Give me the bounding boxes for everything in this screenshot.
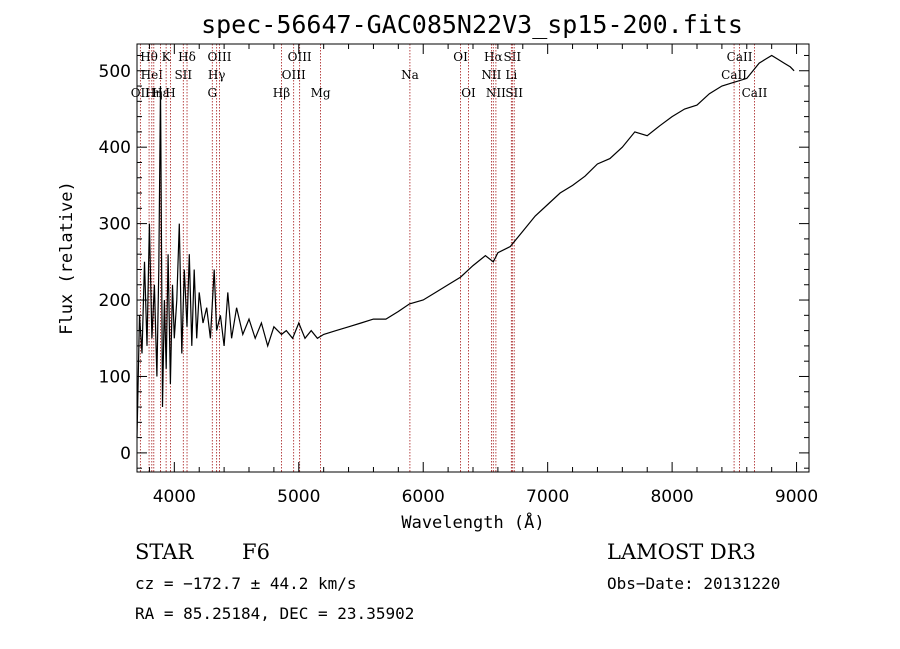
- object-class: STAR: [135, 540, 194, 564]
- line-marker-label-17: OI: [453, 50, 468, 64]
- object-subclass: F6: [242, 540, 270, 564]
- line-marker-label-22: SII: [503, 50, 521, 64]
- line-marker-label-0: Hθ: [140, 50, 158, 64]
- line-marker-label-14: Hβ: [273, 86, 290, 100]
- x-tick-label-3: 7000: [526, 487, 569, 507]
- y-tick-label-1: 100: [99, 367, 131, 387]
- x-axis-label: Wavelength (Å): [401, 511, 544, 533]
- line-marker-label-24: SII: [505, 86, 523, 100]
- line-marker-label-13: OIII: [282, 68, 306, 82]
- y-tick-label-0: 0: [120, 444, 131, 464]
- y-axis: 0 100 200 300 400 500: [99, 54, 809, 469]
- coordinates: RA = 85.25184, DEC = 23.35902: [135, 604, 415, 623]
- line-marker-label-1: OII: [131, 86, 151, 100]
- line-marker-label-15: Mg: [311, 86, 331, 100]
- spectrum-line: [136, 54, 795, 438]
- line-marker-label-10: Hγ: [208, 68, 226, 82]
- line-marker-label-9: OIII: [207, 50, 231, 64]
- line-marker-label-7: SII: [174, 68, 192, 82]
- x-tick-label-2: 6000: [402, 487, 445, 507]
- y-tick-label-4: 400: [99, 138, 131, 158]
- y-tick-label-3: 300: [99, 215, 131, 235]
- line-marker-label-23: Li: [505, 68, 517, 82]
- line-marker-label-3: Hη: [145, 86, 163, 100]
- line-marker-label-6: H: [165, 86, 175, 100]
- x-tick-label-1: 5000: [277, 487, 320, 507]
- y-tick-label-5: 500: [99, 62, 131, 82]
- line-marker-label-18: OI: [461, 86, 476, 100]
- line-marker-label-26: CaII: [721, 68, 747, 82]
- line-marker-label-25: CaII: [727, 50, 753, 64]
- line-marker-label-11: G: [207, 86, 217, 100]
- line-marker-label-2: HeI: [141, 68, 164, 82]
- line-marker-label-27: CaII: [742, 86, 768, 100]
- line-marker-label-12: OIII: [288, 50, 312, 64]
- survey-name: LAMOST DR3: [607, 540, 756, 564]
- line-marker-label-21: NII: [486, 86, 506, 100]
- y-tick-label-2: 200: [99, 291, 131, 311]
- x-tick-label-0: 4000: [153, 487, 196, 507]
- y-axis-label: Flux (relative): [57, 181, 77, 335]
- line-marker-label-20: NII: [481, 68, 501, 82]
- observation-date: Obs−Date: 20131220: [607, 574, 781, 593]
- line-marker-label-16: Na: [401, 68, 419, 82]
- chart-title: spec-56647-GAC085N22V3_sp15-200.fits: [201, 10, 743, 39]
- x-tick-label-5: 9000: [775, 487, 818, 507]
- x-tick-label-4: 8000: [650, 487, 693, 507]
- redshift-velocity: cz = −172.7 ± 44.2 km/s: [135, 574, 357, 593]
- x-axis: 4000 5000 6000 7000 8000 9000: [148, 44, 818, 507]
- plot-frame: [136, 43, 810, 473]
- line-marker-label-19: Hα: [484, 50, 503, 64]
- line-marker-label-5: K: [162, 50, 172, 64]
- line-marker-label-8: Hδ: [178, 50, 196, 64]
